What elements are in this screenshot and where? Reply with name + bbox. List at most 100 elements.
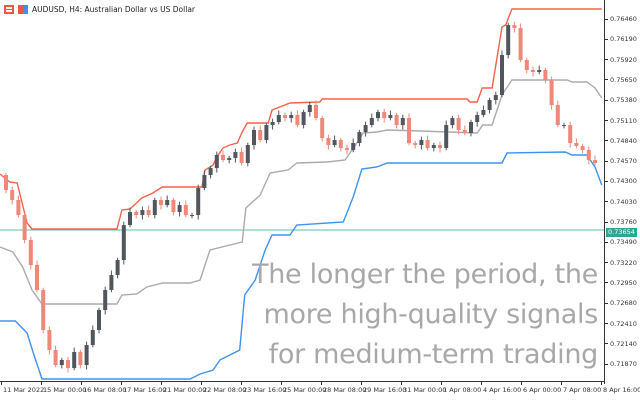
time-tick-label: 16 Mar 08:00 [80,381,127,394]
bear-candle [78,352,83,366]
price-tick-label: 0.72680 [604,299,637,307]
bear-candle [555,105,560,126]
bull-candle [121,225,126,260]
bull-candle [332,140,337,146]
bear-candle [28,240,33,266]
price-tick-label: 0.75650 [604,76,637,84]
bull-candle [388,115,393,119]
bear-candle [568,125,573,144]
bear-candle [593,160,597,164]
bear-candle [4,175,8,190]
bear-candle [543,70,548,80]
bear-candle [258,130,263,140]
time-tick-label: 11 Mar 2022 [0,381,45,394]
bull-candle [245,145,250,164]
price-tick-label: 0.74570 [604,157,637,165]
bull-candle [84,345,89,366]
bear-candle [382,112,387,119]
bull-candle [202,175,207,189]
bull-candle [487,100,492,110]
bear-candle [580,146,585,150]
bull-candle [152,200,157,216]
bear-candle [16,200,21,216]
bull-candle [450,118,455,126]
bull-candle [400,118,405,126]
price-tick-label: 0.74030 [604,198,637,206]
bull-candle [227,158,232,160]
bear-candle [295,115,300,126]
bear-candle [574,143,579,147]
bull-candle [493,95,498,100]
bear-candle [524,60,529,70]
price-tick-label: 0.75110 [604,117,637,125]
bear-candle [159,200,163,206]
bull-candle [419,140,424,146]
bull-candle [431,145,436,149]
time-tick-label: 15 Mar 00:00 [40,381,87,394]
bear-candle [53,350,58,366]
bull-candle [190,215,194,217]
bear-candle [66,360,70,369]
bear-candle [320,118,325,139]
time-tick-label: 28 Mar 08:00 [320,381,367,394]
price-tick-label: 0.72410 [604,320,637,328]
bear-candle [407,118,411,144]
bear-candle [41,290,46,330]
time-tick-label: 4 Apr 16:00 [480,381,522,394]
time-tick-label: 31 Mar 00:00 [400,381,447,394]
bear-candle [146,210,151,216]
bull-candle [109,275,114,290]
current-price-label: 0.73654 [606,228,637,237]
bear-candle [283,115,287,119]
bull-candle [140,210,145,216]
grid-menu-icon[interactable] [4,4,14,14]
bull-candle [481,110,486,116]
price-tick-label: 0.76460 [604,15,637,23]
time-tick-label: 21 Mar 00:00 [160,381,207,394]
price-tick-label: 0.74840 [604,137,637,145]
bear-candle [35,265,39,290]
bull-candle [97,310,101,330]
bull-candle [376,112,380,119]
bear-candle [438,145,442,149]
bull-candle [307,105,312,113]
price-chart[interactable] [0,0,604,381]
bull-candle [301,112,306,126]
bear-candle [462,130,467,134]
price-tick-label: 0.75920 [604,56,637,64]
bull-candle [506,25,511,56]
bull-candle [537,70,542,73]
bear-candle [10,190,15,200]
bull-candle [264,125,269,140]
bear-candle [183,205,188,216]
caption-line: for medium-term trading [268,339,599,370]
bear-candle [531,70,535,73]
bull-candle [177,205,182,213]
bull-candle [469,122,473,134]
time-tick-label: 17 Mar 16:00 [120,381,167,394]
bull-candle [357,132,362,144]
bull-candle [165,200,170,206]
symbol-title: AUDUSD, H4: Australian Dollar vs US Doll… [32,4,195,14]
bull-candle [72,352,77,369]
price-tick-label: 0.73220 [604,259,637,267]
time-tick-label: 22 Mar 08:00 [200,381,247,394]
price-tick-label: 0.71870 [604,360,637,368]
bull-candle [289,115,294,119]
bear-candle [456,118,461,130]
time-tick-label: 8 Apr 16:00 [600,381,640,394]
chart-type-icon[interactable] [18,4,28,14]
price-tick-label: 0.73490 [604,238,637,246]
bear-candle [345,148,349,150]
bull-candle [90,330,95,346]
time-tick-label: 29 Mar 16:00 [360,381,407,394]
price-tick-label: 0.72140 [604,340,637,348]
price-tick-label: 0.72950 [604,279,637,287]
time-tick-label: 6 Apr 00:00 [520,381,562,394]
bear-candle [512,25,517,29]
bull-candle [270,122,275,126]
price-axis-line [604,0,605,384]
bull-candle [369,118,374,126]
time-tick-label: 1 Apr 08:00 [440,381,482,394]
bull-candle [351,143,356,150]
